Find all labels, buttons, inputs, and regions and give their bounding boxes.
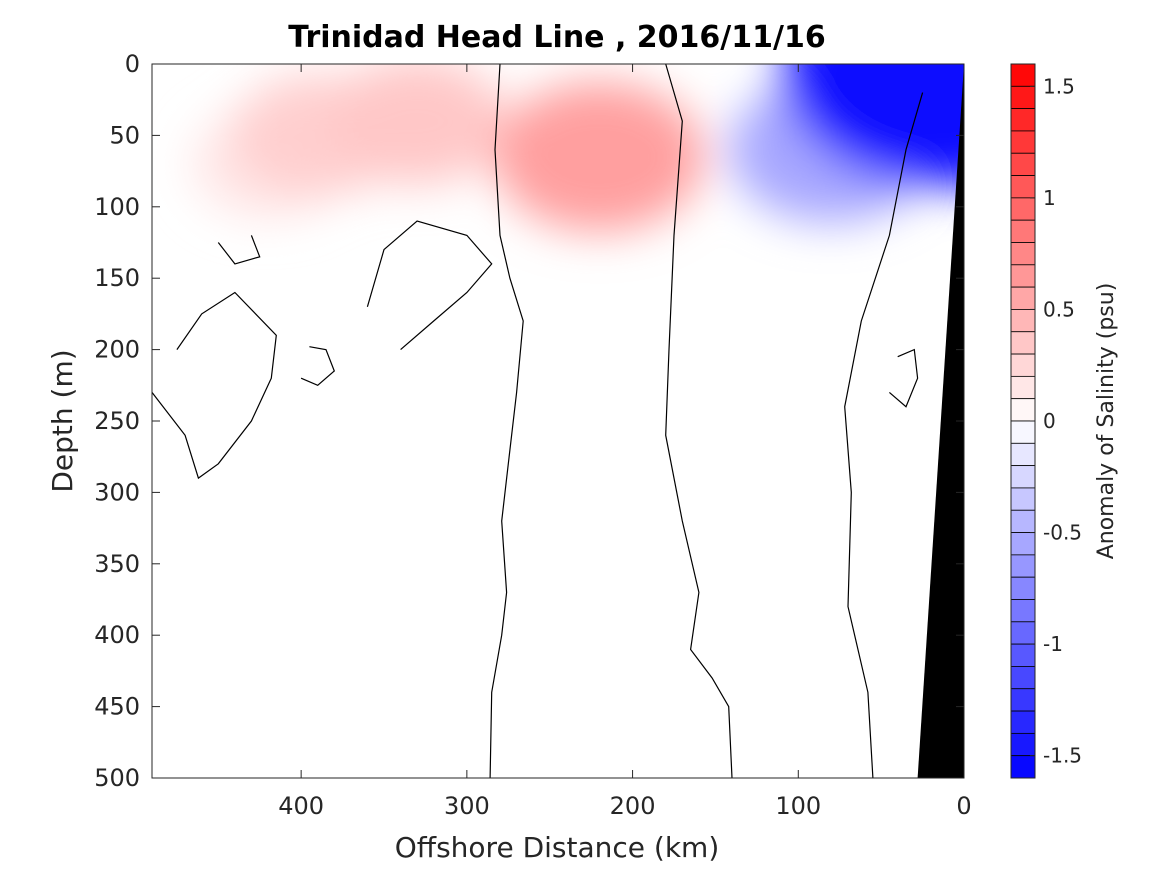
colorbar-segment bbox=[1010, 152, 1036, 176]
x-tick-label: 100 bbox=[775, 792, 821, 820]
x-axis-label: Offshore Distance (km) bbox=[395, 831, 720, 864]
colorbar-tick-label: 0.5 bbox=[1043, 297, 1075, 321]
zero-contour-layer bbox=[152, 64, 924, 778]
colorbar-segment bbox=[1010, 242, 1036, 266]
colorbar-segment bbox=[1010, 576, 1036, 600]
x-tick-label: 400 bbox=[278, 792, 324, 820]
colorbar-segment bbox=[1010, 375, 1036, 400]
y-tick-label: 0 bbox=[125, 50, 140, 78]
x-tick-label: 300 bbox=[444, 792, 490, 820]
y-tick-label: 350 bbox=[94, 550, 140, 578]
y-tick-label: 500 bbox=[94, 764, 140, 792]
colorbar-segment bbox=[1010, 710, 1036, 734]
colorbar-segment bbox=[1010, 509, 1036, 533]
colorbar-segment bbox=[1010, 398, 1036, 422]
zero-contour-5 bbox=[217, 235, 261, 265]
zero-contour-6 bbox=[300, 346, 336, 386]
colorbar-segment bbox=[1010, 688, 1036, 712]
colorbar-segment bbox=[1010, 353, 1036, 377]
colorbar-tick-label: 1.5 bbox=[1043, 74, 1075, 98]
y-tick-label: 50 bbox=[109, 121, 140, 149]
colorbar-tick-label: 1 bbox=[1043, 186, 1056, 210]
bathymetry-layer bbox=[917, 64, 964, 778]
x-tick-label: 200 bbox=[610, 792, 656, 820]
colorbar-segment bbox=[1010, 175, 1036, 199]
x-tick-label: 0 bbox=[956, 792, 971, 820]
colorbar-segment bbox=[1010, 487, 1036, 511]
colorbar-segment bbox=[1010, 465, 1036, 489]
y-tick-label: 200 bbox=[94, 336, 140, 364]
colorbar-segment bbox=[1010, 755, 1036, 779]
colorbar-tick-label: -0.5 bbox=[1043, 521, 1082, 545]
zero-contour-4 bbox=[366, 220, 493, 351]
y-axis-ticks: 0 50 100 150 200 250 300 350 400 450 500 bbox=[94, 50, 964, 792]
y-tick-label: 250 bbox=[94, 407, 140, 435]
colorbar-segment bbox=[1010, 63, 1036, 87]
zero-contour-2 bbox=[844, 92, 924, 778]
zero-contour-0 bbox=[489, 64, 524, 778]
colorbar-segment bbox=[1010, 331, 1036, 355]
colorbar-segment bbox=[1010, 621, 1036, 645]
colorbar-tick-label: -1 bbox=[1043, 632, 1063, 656]
y-axis-label: Depth (m) bbox=[46, 349, 79, 492]
colorbar-segment bbox=[1010, 130, 1036, 154]
colorbar-tick-label: -1.5 bbox=[1043, 744, 1082, 768]
colorbar-tick-label: 0 bbox=[1043, 409, 1056, 433]
x-axis-ticks: 400 300 200 100 0 bbox=[278, 64, 972, 820]
colorbar-segment bbox=[1010, 309, 1036, 333]
colorbar-segment bbox=[1010, 554, 1036, 578]
anomaly-blob-3 bbox=[494, 81, 705, 232]
colorbar-segment bbox=[1010, 666, 1036, 690]
colorbar-segment bbox=[1010, 264, 1036, 288]
anomaly-fill-layer bbox=[191, 64, 964, 232]
colorbar-segment bbox=[1010, 219, 1036, 243]
colorbar-segment bbox=[1010, 108, 1036, 132]
colorbar-segment bbox=[1010, 85, 1036, 110]
colorbar-segment bbox=[1010, 532, 1036, 556]
colorbar-ticks: 1.5 1 0.5 0 -0.5 -1 -1.5 bbox=[1030, 74, 1082, 768]
y-tick-label: 400 bbox=[94, 621, 140, 649]
colorbar-segment bbox=[1010, 643, 1036, 667]
colorbar-segment bbox=[1010, 599, 1036, 623]
zero-contour-3 bbox=[152, 291, 277, 480]
zero-contour-7 bbox=[889, 348, 919, 408]
colorbar-label: Anomaly of Salinity (psu) bbox=[1094, 283, 1119, 560]
y-tick-label: 450 bbox=[94, 693, 140, 721]
anomaly-blob-2 bbox=[327, 64, 507, 185]
colorbar-segment bbox=[1010, 197, 1036, 221]
colorbar bbox=[1010, 63, 1036, 779]
anomaly-blob-5 bbox=[782, 64, 964, 187]
zero-contour-1 bbox=[665, 64, 733, 778]
y-tick-label: 300 bbox=[94, 478, 140, 506]
colorbar-segment bbox=[1010, 442, 1036, 467]
y-tick-label: 100 bbox=[94, 193, 140, 221]
colorbar-segment bbox=[1010, 286, 1036, 310]
seafloor-shape bbox=[917, 64, 964, 778]
y-tick-label: 150 bbox=[94, 264, 140, 292]
chart-title: Trinidad Head Line , 2016/11/16 bbox=[288, 20, 825, 55]
colorbar-segment bbox=[1010, 732, 1036, 757]
colorbar-segment bbox=[1010, 420, 1036, 444]
